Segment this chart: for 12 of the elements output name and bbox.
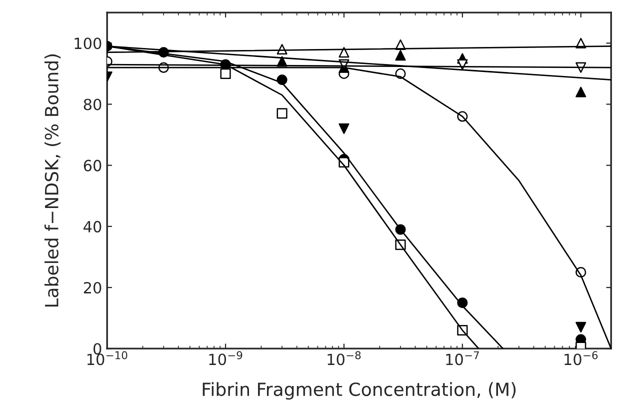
x-tick-label: 10$^{−8}$ [328, 351, 361, 366]
y-tick-label: 0 [94, 343, 102, 355]
y-tick-label: 60 [84, 160, 102, 172]
y-axis-title: Labeled f−NDSK, (% Bound) [44, 54, 61, 307]
y-tick-label: 40 [84, 220, 102, 232]
y-tick-label: 100 [74, 38, 102, 50]
x-axis-title: Fibrin Fragment Concentration, (M) [202, 382, 516, 400]
x-tick-label: 10$^{−6}$ [564, 351, 598, 366]
y-tick-label: 20 [84, 282, 102, 294]
x-tick-label: 10$^{−7}$ [446, 351, 479, 366]
y-tick-label: 80 [84, 98, 102, 110]
x-tick-label: 10$^{−9}$ [209, 351, 242, 366]
